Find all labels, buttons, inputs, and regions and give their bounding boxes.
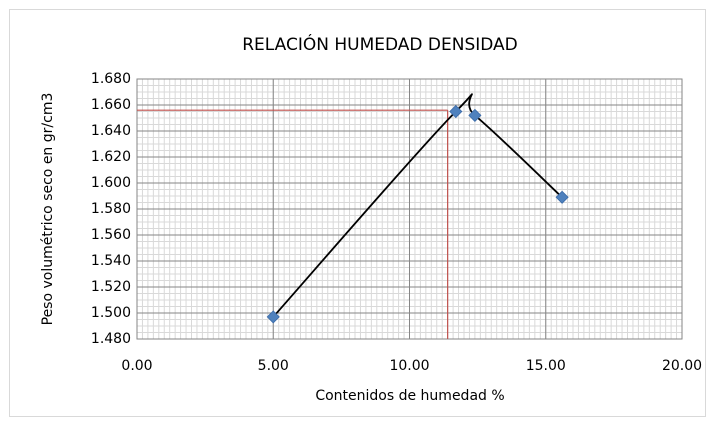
x-tick-label: 5.00	[258, 358, 289, 374]
y-tick-label: 1.600	[91, 175, 131, 191]
y-tick-label: 1.580	[91, 201, 131, 217]
y-tick-label: 1.480	[91, 331, 131, 347]
curve	[272, 93, 563, 318]
plot-border	[136, 78, 683, 340]
chart-title: RELACIÓN HUMEDAD DENSIDAD	[242, 33, 518, 55]
y-tick-label: 1.520	[91, 279, 131, 295]
y-tick-label: 1.640	[91, 123, 131, 139]
x-tick-label: 10.00	[389, 358, 429, 374]
y-tick-label: 1.680	[91, 71, 131, 87]
data-point	[468, 108, 482, 122]
y-axis-label: Peso volumétrico seco en gr/cm3	[40, 93, 56, 326]
x-tick-label: 20.00	[662, 358, 702, 374]
data-point	[266, 310, 280, 324]
data-point	[555, 190, 569, 204]
y-tick-label: 1.500	[91, 305, 131, 321]
y-tick-label: 1.540	[91, 253, 131, 269]
x-tick-label: 0.00	[121, 358, 152, 374]
y-tick-label: 1.660	[91, 97, 131, 113]
data-point	[449, 104, 463, 119]
x-axis-label: Contenidos de humedad %	[315, 388, 504, 404]
y-tick-label: 1.620	[91, 149, 131, 165]
y-tick-label: 1.560	[91, 227, 131, 243]
x-tick-label: 15.00	[526, 358, 566, 374]
